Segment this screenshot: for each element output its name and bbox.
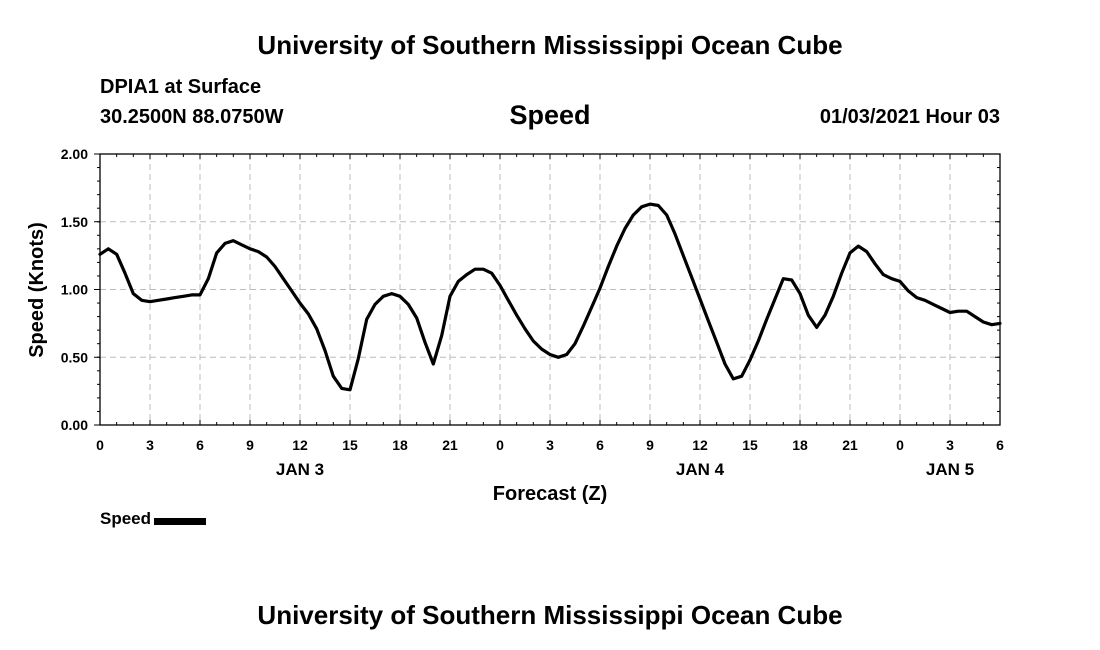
x-axis-label: Forecast (Z) [493,483,607,505]
x-tick-label: 3 [946,437,954,453]
x-tick-label: 15 [342,437,358,453]
date-label: JAN 4 [676,460,725,479]
x-tick-label: 18 [392,437,408,453]
forecast-run-time: 01/03/2021 Hour 03 [819,106,1000,128]
variable-title: Speed [509,100,591,130]
y-tick-label: 1.50 [61,214,88,230]
x-tick-label: 0 [896,437,904,453]
x-tick-label: 9 [646,437,654,453]
y-axis-label: Speed (Knots) [26,222,48,358]
axis-tick-labels: 0 3 6 9 12 15 18 21 0 3 6 9 12 15 18 21 0 3 6 0.00 0.50 1.00 1… [61,146,1004,479]
x-tick-label: 3 [146,437,154,453]
y-tick-label: 1.00 [61,282,88,298]
y-tick-label: 2.00 [61,146,88,162]
x-tick-label: 0 [96,437,104,453]
date-label: JAN 3 [276,460,324,479]
station-name: DPIA1 at Surface [100,76,262,98]
chart-legend: Speed [100,509,207,529]
footer-title: University of Southern Mississippi Ocean… [257,600,843,630]
x-tick-label: 6 [596,437,604,453]
date-label: JAN 5 [926,460,974,479]
x-tick-label: 12 [292,437,308,453]
legend-swatch-speed [154,517,207,525]
x-tick-label: 3 [546,437,554,453]
x-tick-label: 15 [742,437,758,453]
legend-label-speed: Speed [100,509,152,528]
x-tick-label: 6 [996,437,1004,453]
speed-series-line [98,202,1002,392]
x-tick-label: 21 [842,437,858,453]
chart-main-title: University of Southern Mississippi Ocean… [257,30,843,60]
x-tick-label: 0 [496,437,504,453]
axis-ticks [94,153,1001,426]
x-tick-label: 21 [442,437,458,453]
y-tick-label: 0.50 [61,349,88,365]
x-tick-label: 12 [692,437,708,453]
x-tick-label: 6 [196,437,204,453]
x-tick-label: 18 [792,437,808,453]
y-tick-label: 0.00 [61,417,88,433]
x-tick-label: 9 [246,437,254,453]
station-coordinates: 30.2500N 88.0750W [100,106,284,128]
grid-lines [100,154,1000,425]
